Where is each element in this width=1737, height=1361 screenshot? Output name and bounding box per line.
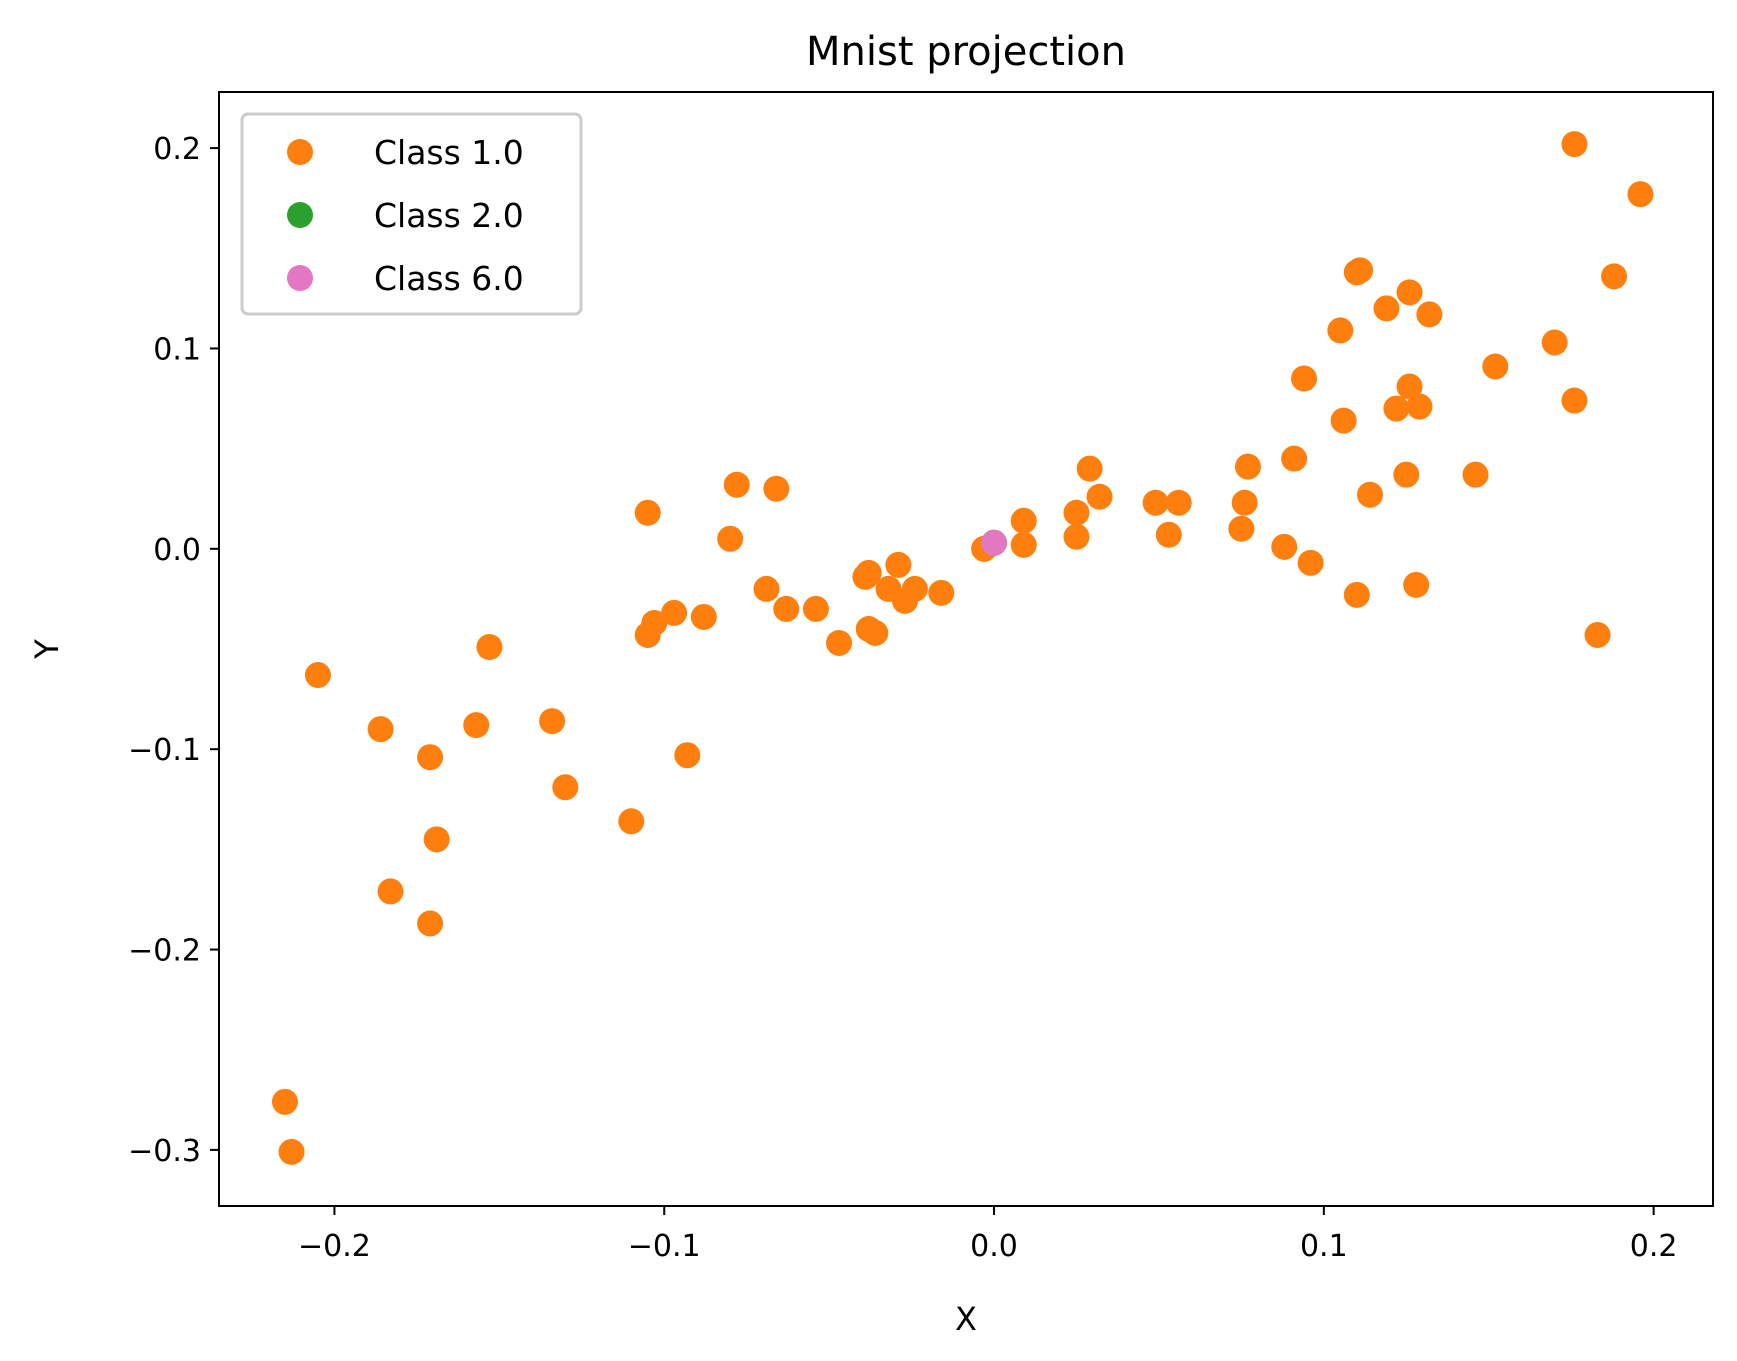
data-point bbox=[417, 744, 444, 771]
data-point bbox=[1343, 581, 1370, 608]
chart-title: Mnist projection bbox=[806, 29, 1126, 75]
data-point bbox=[1416, 301, 1443, 328]
data-point bbox=[717, 525, 744, 552]
data-point bbox=[1228, 515, 1255, 542]
data-point bbox=[271, 1088, 298, 1115]
data-point bbox=[1076, 455, 1103, 482]
x-tick-label: 0.1 bbox=[1300, 1229, 1348, 1264]
data-point bbox=[674, 742, 701, 769]
data-point bbox=[377, 878, 404, 905]
x-tick-label: 0.2 bbox=[1630, 1229, 1678, 1264]
data-point bbox=[1561, 387, 1588, 414]
data-point bbox=[723, 471, 750, 498]
data-point bbox=[1086, 483, 1113, 510]
data-point bbox=[476, 633, 503, 660]
data-point bbox=[1165, 489, 1192, 516]
legend-label: Class 1.0 bbox=[374, 133, 524, 172]
data-point bbox=[1063, 499, 1090, 526]
data-point bbox=[618, 808, 645, 835]
data-point bbox=[981, 529, 1008, 556]
data-point bbox=[539, 708, 566, 735]
data-point bbox=[1142, 489, 1169, 516]
data-point bbox=[1383, 395, 1410, 422]
data-point bbox=[885, 551, 912, 578]
data-point bbox=[928, 579, 955, 606]
data-point bbox=[1482, 353, 1509, 380]
data-point bbox=[1347, 257, 1374, 284]
legend-marker bbox=[287, 202, 313, 228]
data-point bbox=[1291, 365, 1318, 392]
data-point bbox=[1234, 453, 1261, 480]
data-point bbox=[1561, 131, 1588, 158]
points-layer bbox=[271, 131, 1654, 1165]
data-point bbox=[1393, 461, 1420, 488]
x-axis: −0.2 −0.1 0.0 0.1 0.2 bbox=[298, 1206, 1677, 1264]
y-tick-label: −0.2 bbox=[128, 934, 201, 969]
y-axis-title: Y bbox=[28, 639, 66, 660]
data-point bbox=[1396, 279, 1423, 306]
x-axis-title: X bbox=[955, 1300, 977, 1338]
data-point bbox=[763, 475, 790, 502]
data-point bbox=[417, 910, 444, 937]
y-tick-label: 0.2 bbox=[153, 132, 201, 167]
data-point bbox=[690, 603, 717, 630]
y-tick-label: 0.1 bbox=[153, 332, 201, 367]
data-point bbox=[1327, 317, 1354, 344]
data-point bbox=[1357, 481, 1384, 508]
legend: Class 1.0 Class 2.0 Class 6.0 bbox=[240, 112, 583, 316]
data-point bbox=[552, 774, 579, 801]
data-point bbox=[1271, 533, 1298, 560]
data-point bbox=[1462, 461, 1489, 488]
data-point bbox=[802, 595, 829, 622]
data-point bbox=[773, 595, 800, 622]
data-point bbox=[1627, 181, 1654, 208]
data-point bbox=[463, 712, 490, 739]
data-point bbox=[1297, 549, 1324, 576]
data-point bbox=[1330, 407, 1357, 434]
data-point bbox=[1281, 445, 1308, 472]
data-point bbox=[1373, 295, 1400, 322]
data-point bbox=[1010, 507, 1037, 534]
data-point bbox=[641, 609, 668, 636]
x-tick-label: −0.1 bbox=[628, 1229, 701, 1264]
data-point bbox=[423, 826, 450, 853]
y-tick-label: −0.1 bbox=[128, 733, 201, 768]
data-point bbox=[634, 499, 661, 526]
data-point bbox=[304, 662, 331, 689]
data-point bbox=[278, 1138, 305, 1165]
data-point bbox=[1541, 329, 1568, 356]
legend-label: Class 6.0 bbox=[374, 259, 524, 298]
data-point bbox=[753, 575, 780, 602]
data-point bbox=[1406, 393, 1433, 420]
legend-frame bbox=[240, 112, 583, 316]
data-point bbox=[1155, 521, 1182, 548]
data-point bbox=[826, 629, 853, 656]
y-axis: −0.3 −0.2 −0.1 0.0 0.1 0.2 bbox=[128, 132, 219, 1169]
data-point bbox=[1396, 373, 1423, 400]
data-point bbox=[1063, 523, 1090, 550]
plot-frame bbox=[218, 91, 1714, 1207]
data-point bbox=[661, 599, 688, 626]
data-point bbox=[855, 559, 882, 586]
data-point bbox=[862, 619, 889, 646]
data-point bbox=[1584, 621, 1611, 648]
data-point bbox=[1231, 489, 1258, 516]
series-2 bbox=[981, 529, 1008, 556]
data-point bbox=[1601, 263, 1628, 290]
legend-marker bbox=[287, 265, 313, 291]
x-tick-label: 0.0 bbox=[970, 1229, 1018, 1264]
data-point bbox=[901, 575, 928, 602]
x-tick-label: −0.2 bbox=[298, 1229, 371, 1264]
legend-label: Class 2.0 bbox=[374, 196, 524, 235]
y-tick-label: −0.3 bbox=[128, 1134, 201, 1169]
legend-marker bbox=[287, 139, 313, 165]
data-point bbox=[1403, 571, 1430, 598]
y-tick-label: 0.0 bbox=[153, 533, 201, 568]
data-point bbox=[367, 716, 394, 743]
data-point bbox=[1010, 531, 1037, 558]
